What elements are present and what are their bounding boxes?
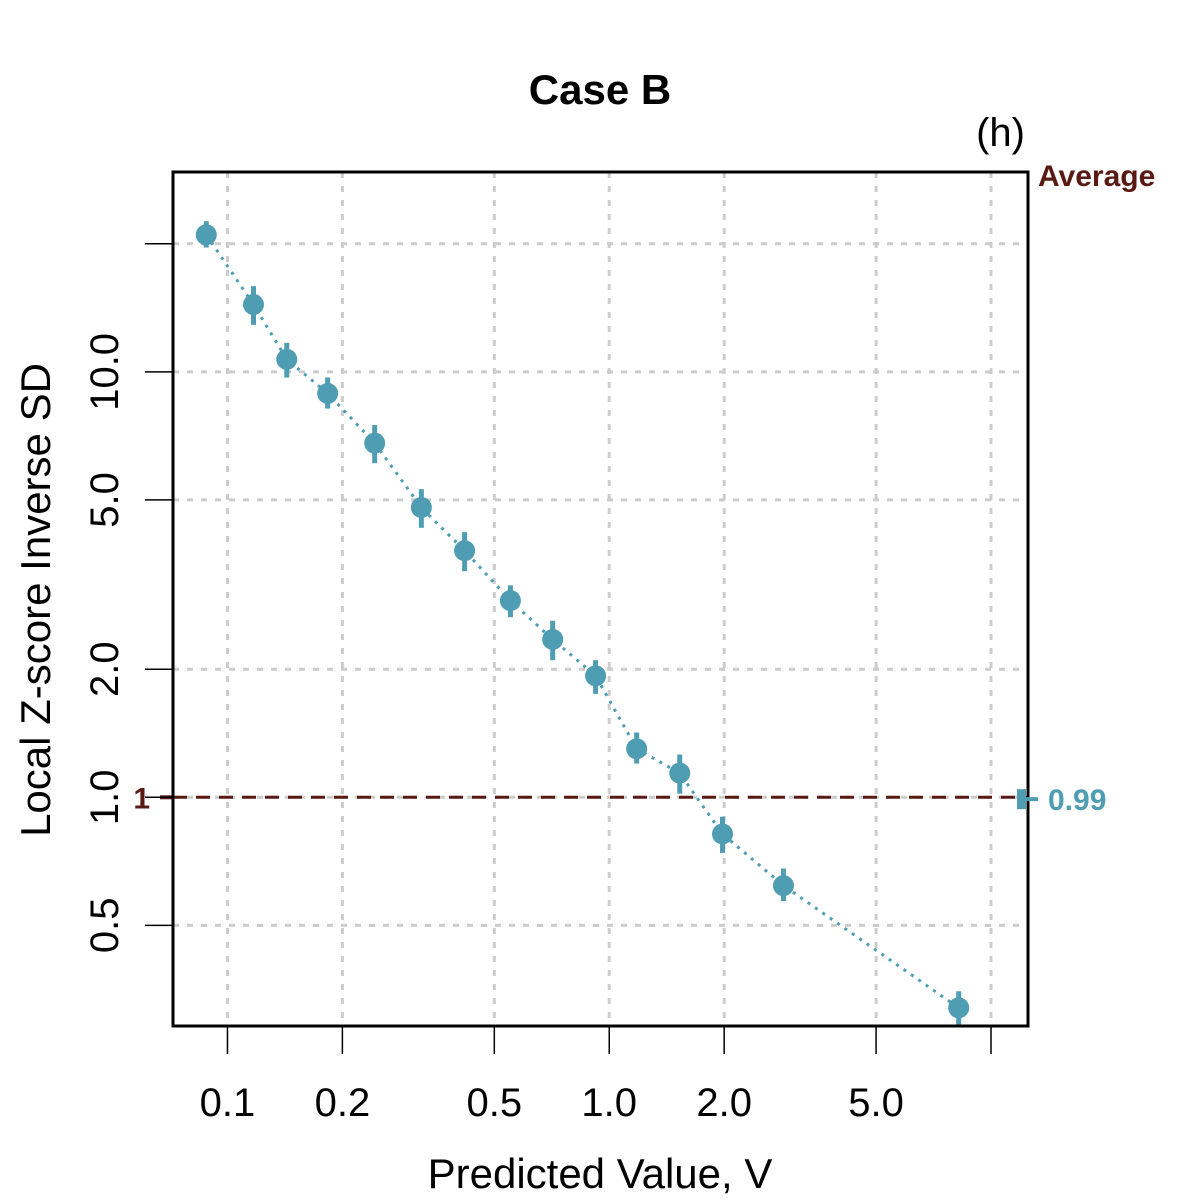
y-tick-label: 2.0 — [83, 641, 127, 697]
data-point — [276, 348, 298, 370]
y-tick-label: 5.0 — [83, 472, 127, 528]
data-point — [454, 540, 476, 562]
data-point — [410, 496, 432, 518]
data-point — [711, 823, 733, 845]
average-title: Average — [1038, 160, 1155, 193]
average-annotation: Average 0.99 — [1017, 160, 1155, 817]
y-tick-label: 10.0 — [83, 333, 127, 411]
data-point — [772, 875, 794, 897]
plot-frame — [171, 170, 1030, 1028]
y-tick-label: 1.0 — [83, 769, 127, 825]
panel-label: (h) — [976, 111, 1025, 155]
data-point — [242, 294, 264, 316]
chart-title: Case B — [529, 66, 671, 113]
x-tick-label: 0.5 — [467, 1081, 523, 1125]
x-tick-label: 2.0 — [696, 1081, 752, 1125]
y-tick-label: 0.5 — [83, 898, 127, 954]
data-point — [626, 738, 648, 760]
reference-label: 1 — [133, 782, 150, 815]
data-point — [364, 432, 386, 454]
y-axis-title: Local Z-score Inverse SD — [12, 363, 59, 837]
x-tick-label: 0.2 — [315, 1081, 371, 1125]
x-axis: 0.1 0.2 0.5 1.0 2.0 5.0 — [200, 1026, 992, 1125]
data-point — [669, 762, 691, 784]
data-point — [542, 628, 564, 650]
series-connector — [205, 233, 960, 1010]
x-axis-title: Predicted Value, V — [428, 1150, 773, 1197]
data-point — [948, 997, 970, 1019]
x-tick-label: 1.0 — [581, 1081, 637, 1125]
y-axis: 0.5 1.0 2.0 5.0 10.0 — [83, 243, 173, 954]
average-marker — [1017, 789, 1026, 810]
data-point — [195, 224, 217, 246]
data-point — [499, 590, 521, 612]
data-point — [317, 382, 339, 404]
average-value: 0.99 — [1048, 784, 1106, 817]
x-tick-label: 5.0 — [848, 1081, 904, 1125]
data-series — [195, 221, 970, 1026]
x-tick-label: 0.1 — [200, 1081, 256, 1125]
grid-lines — [173, 172, 1028, 1026]
data-point — [585, 665, 607, 687]
